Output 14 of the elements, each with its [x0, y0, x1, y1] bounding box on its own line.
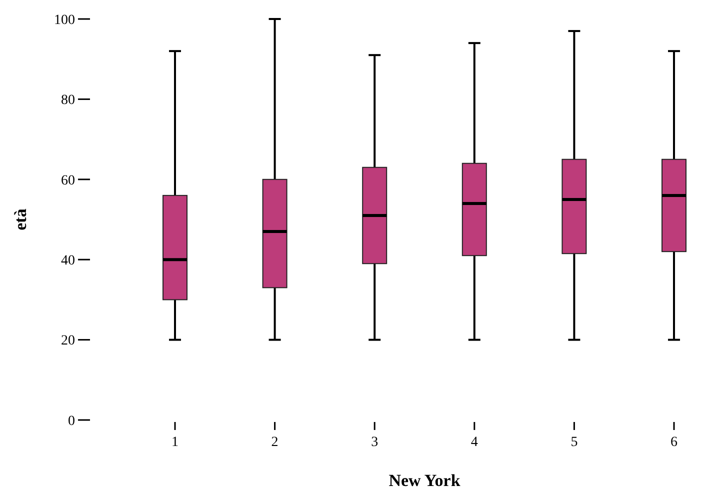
y-tick-label: 100: [54, 12, 75, 28]
y-axis-title: età: [11, 208, 30, 230]
x-tick-label: 1: [172, 435, 178, 450]
y-tick-label: 20: [61, 334, 75, 349]
x-tick-label: 6: [670, 435, 678, 450]
x-axis-title: New York: [388, 471, 461, 490]
x-tick-label: 4: [470, 435, 478, 450]
y-tick-label: 80: [61, 93, 75, 108]
x-tick-label: 3: [371, 435, 378, 450]
y-tick-label: 40: [61, 254, 75, 268]
y-tick-label: 60: [61, 173, 75, 188]
y-tick-label: 0: [68, 414, 75, 429]
x-tick-label: 2: [271, 435, 278, 450]
x-tick-label: 5: [570, 435, 578, 450]
